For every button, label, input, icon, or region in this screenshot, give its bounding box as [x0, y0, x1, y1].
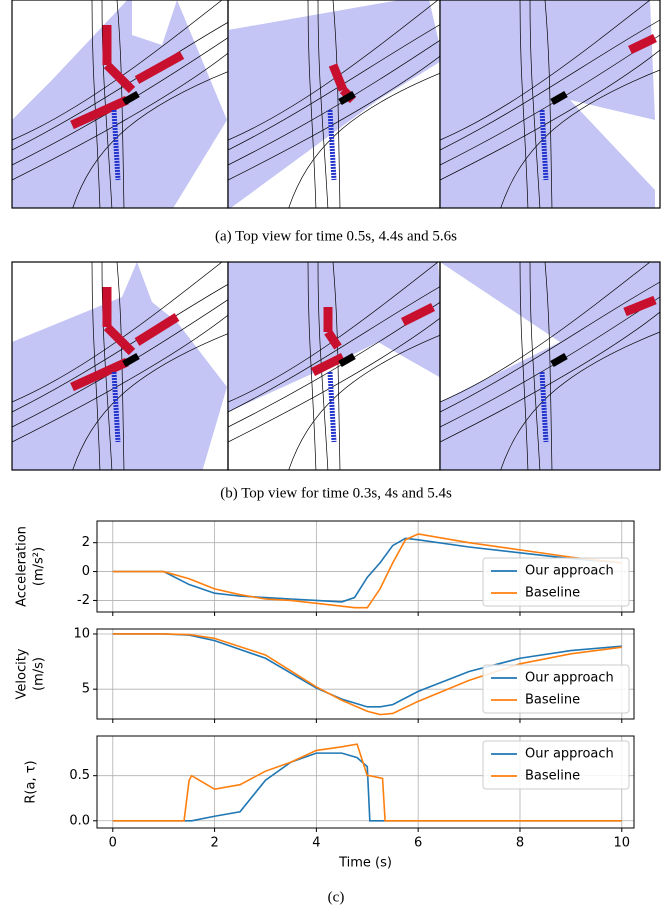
y-tick-label: 5	[82, 682, 90, 697]
y-tick-label: 10	[73, 626, 90, 641]
figure: (a) Top view for time 0.5s, 4.4s and 5.6…	[0, 0, 672, 911]
legend-label: Our approach	[525, 747, 614, 762]
y-axis-label: (m/s²)	[32, 547, 47, 586]
top-view	[440, 0, 660, 210]
y-axis-label: Velocity	[15, 648, 30, 699]
x-tick-label: 10	[614, 836, 631, 851]
x-axis-label: Time (s)	[338, 856, 392, 871]
top-view-inner	[440, 262, 660, 472]
x-tick-label: 6	[414, 836, 422, 851]
x-tick-label: 8	[516, 836, 524, 851]
legend-label: Baseline	[525, 693, 580, 708]
y-tick-label: 0	[82, 564, 90, 579]
x-tick-label: 4	[312, 836, 320, 851]
legend-label: Our approach	[525, 564, 614, 579]
y-axis-label: (m/s)	[32, 657, 47, 691]
top-view-inner	[12, 0, 232, 210]
top-view	[228, 0, 448, 210]
legend-label: Baseline	[525, 769, 580, 784]
chart: -2 0 2 Acceleration(m/s²) Our approach Baseli…	[15, 521, 635, 616]
y-tick-label: -2	[77, 593, 90, 608]
top-view	[440, 262, 660, 472]
top-view-inner	[228, 262, 448, 472]
top-view-inner	[228, 0, 448, 210]
sensor-range	[228, 262, 448, 412]
caption-b: (b) Top view for time 0.3s, 4s and 5.4s	[220, 485, 452, 501]
chart: 5 10 Velocity(m/s) Our approach Baseline	[15, 626, 635, 723]
legend-label: Our approach	[525, 671, 614, 686]
x-tick-label: 2	[210, 836, 218, 851]
y-tick-label: 0.5	[69, 768, 90, 783]
y-axis-label: R(a, τ)	[24, 760, 39, 803]
caption-a: (a) Top view for time 0.5s, 4.4s and 5.6…	[215, 228, 457, 244]
y-tick-label: 2	[82, 535, 90, 550]
top-view-inner	[440, 0, 660, 210]
y-axis-label: Acceleration	[15, 526, 30, 607]
top-view	[12, 262, 232, 472]
pedestrian-path	[330, 372, 334, 442]
top-view	[228, 262, 448, 472]
x-tick-label: 0	[109, 836, 117, 851]
caption-c: (c)	[328, 889, 345, 905]
top-view	[12, 0, 232, 210]
top-view-inner	[12, 262, 232, 472]
page: (a) Top view for time 0.5s, 4.4s and 5.6…	[0, 0, 672, 911]
y-tick-label: 0.0	[69, 813, 90, 828]
chart: 0 2 4 6 8 10 0.0 0.5 R(a, τ) Time (s) Our approach…	[24, 736, 635, 871]
legend-label: Baseline	[525, 586, 580, 601]
